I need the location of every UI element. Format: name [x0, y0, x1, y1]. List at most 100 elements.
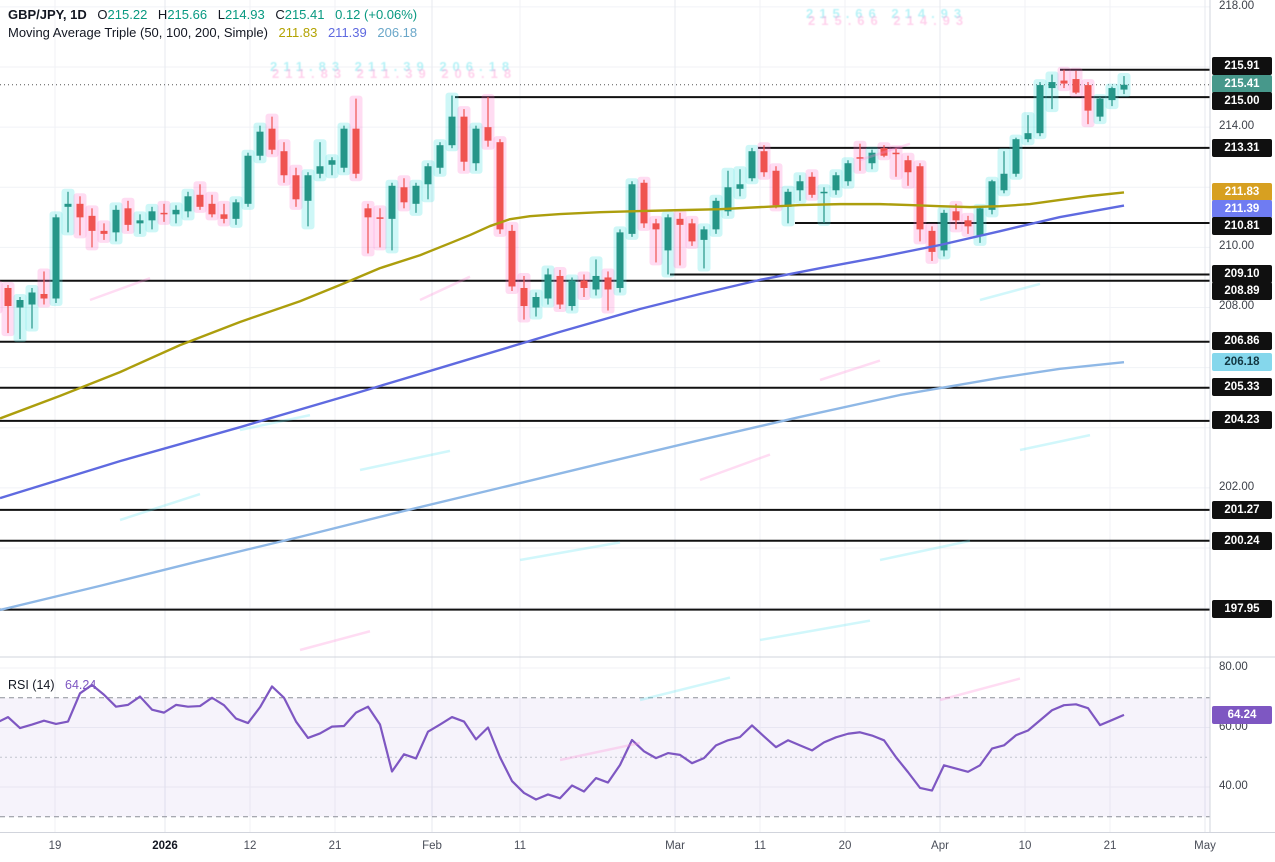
candle — [1000, 173, 1008, 191]
price-badge: 204.23 — [1212, 411, 1272, 429]
candle — [964, 220, 972, 227]
time-axis-label: 21 — [1103, 840, 1117, 852]
time-axis-label: 12 — [243, 840, 257, 852]
price-axis-label: 218.00 — [1219, 0, 1255, 12]
candle — [232, 202, 240, 219]
candle — [880, 148, 888, 156]
candle — [1084, 85, 1092, 111]
ma100-value: 211.39 — [327, 25, 367, 40]
candle — [376, 217, 384, 219]
interval-label[interactable]: 1D — [70, 7, 87, 22]
candle — [988, 181, 996, 210]
symbol-legend: GBP/JPY, 1D O215.22 H215.66 L214.93 C215… — [8, 6, 417, 42]
candle — [664, 217, 672, 251]
candle — [292, 175, 300, 200]
time-axis-label: 10 — [1018, 840, 1032, 852]
low-label: L — [217, 7, 225, 22]
candle — [244, 155, 252, 204]
candle — [844, 163, 852, 182]
price-badge: 213.31 — [1212, 139, 1272, 157]
candle — [340, 128, 348, 168]
candle — [196, 194, 204, 207]
candle — [460, 116, 468, 162]
candle — [412, 185, 420, 204]
candle — [364, 208, 372, 218]
time-axis-label: 11 — [754, 840, 766, 852]
candle — [904, 160, 912, 173]
candle — [676, 218, 684, 225]
candle — [724, 187, 732, 212]
candle — [100, 230, 108, 234]
candle — [592, 275, 600, 290]
candle — [868, 152, 876, 164]
candle — [256, 131, 264, 156]
candle — [280, 151, 288, 176]
candle — [616, 232, 624, 288]
ma50-value: 211.83 — [278, 25, 318, 40]
candle — [700, 229, 708, 240]
candle — [436, 145, 444, 168]
time-axis[interactable]: 19 2026 12 21 Feb 11 Mar 11 20 Apr 10 21 May — [0, 832, 1275, 862]
candle — [1072, 79, 1080, 93]
candle — [124, 208, 132, 225]
price-badge: 200.24 — [1212, 532, 1272, 550]
candle — [628, 184, 636, 234]
candle — [808, 176, 816, 195]
candle — [976, 208, 984, 236]
candle — [856, 157, 864, 159]
candle — [784, 191, 792, 207]
indicator-name[interactable]: Moving Average Triple (50, 100, 200, Sim… — [8, 25, 268, 40]
candle — [748, 151, 756, 179]
candle — [1048, 82, 1056, 89]
price-axis-label: 202.00 — [1219, 481, 1255, 493]
price-axis[interactable]: 218.00 214.00 210.00 208.00 202.00 80.00 60.00… — [1210, 0, 1275, 832]
time-axis-label: 19 — [48, 840, 62, 852]
candle — [928, 230, 936, 252]
candle — [40, 293, 48, 299]
candle — [172, 209, 180, 215]
price-badge: 64.24 — [1212, 706, 1272, 724]
candle — [88, 215, 96, 231]
time-axis-label: 21 — [328, 840, 342, 852]
candle — [496, 142, 504, 230]
candle — [1036, 85, 1044, 134]
price-axis-label: 208.00 — [1219, 300, 1255, 312]
candle — [352, 128, 360, 174]
high-value: 215.66 — [167, 7, 208, 22]
price-axis-label: 210.00 — [1219, 240, 1255, 252]
candle — [1060, 80, 1068, 84]
time-axis-label: Apr — [931, 840, 949, 852]
candle — [388, 185, 396, 219]
open-label: O — [97, 7, 108, 22]
candle — [1108, 88, 1116, 101]
price-badge: 215.00 — [1212, 92, 1272, 110]
candle — [1120, 84, 1128, 90]
price-axis-label: 60.00 — [1219, 721, 1248, 733]
rsi-band — [0, 697, 1210, 818]
candle — [1012, 139, 1020, 174]
candle — [736, 184, 744, 189]
candlestick-series — [0, 66, 1131, 343]
candle — [892, 152, 900, 155]
rsi-indicator-name[interactable]: RSI (14) — [8, 678, 55, 692]
symbol-name[interactable]: GBP/JPY, — [8, 7, 67, 22]
candle — [772, 170, 780, 206]
candle — [16, 300, 24, 308]
candle — [484, 127, 492, 141]
price-badge: 208.89 — [1212, 282, 1272, 300]
price-axis-label: 214.00 — [1219, 120, 1255, 132]
candle — [568, 280, 576, 307]
candle — [64, 203, 72, 207]
candle — [4, 287, 12, 307]
candle — [148, 211, 156, 221]
candle — [712, 200, 720, 230]
candle — [640, 182, 648, 224]
ma50-line — [0, 191, 1125, 420]
candle — [580, 280, 588, 288]
candle — [184, 196, 192, 212]
price-axis-label: 40.00 — [1219, 780, 1248, 792]
candle — [544, 274, 552, 299]
price-badge: 215.91 — [1212, 57, 1272, 75]
candle — [532, 296, 540, 308]
